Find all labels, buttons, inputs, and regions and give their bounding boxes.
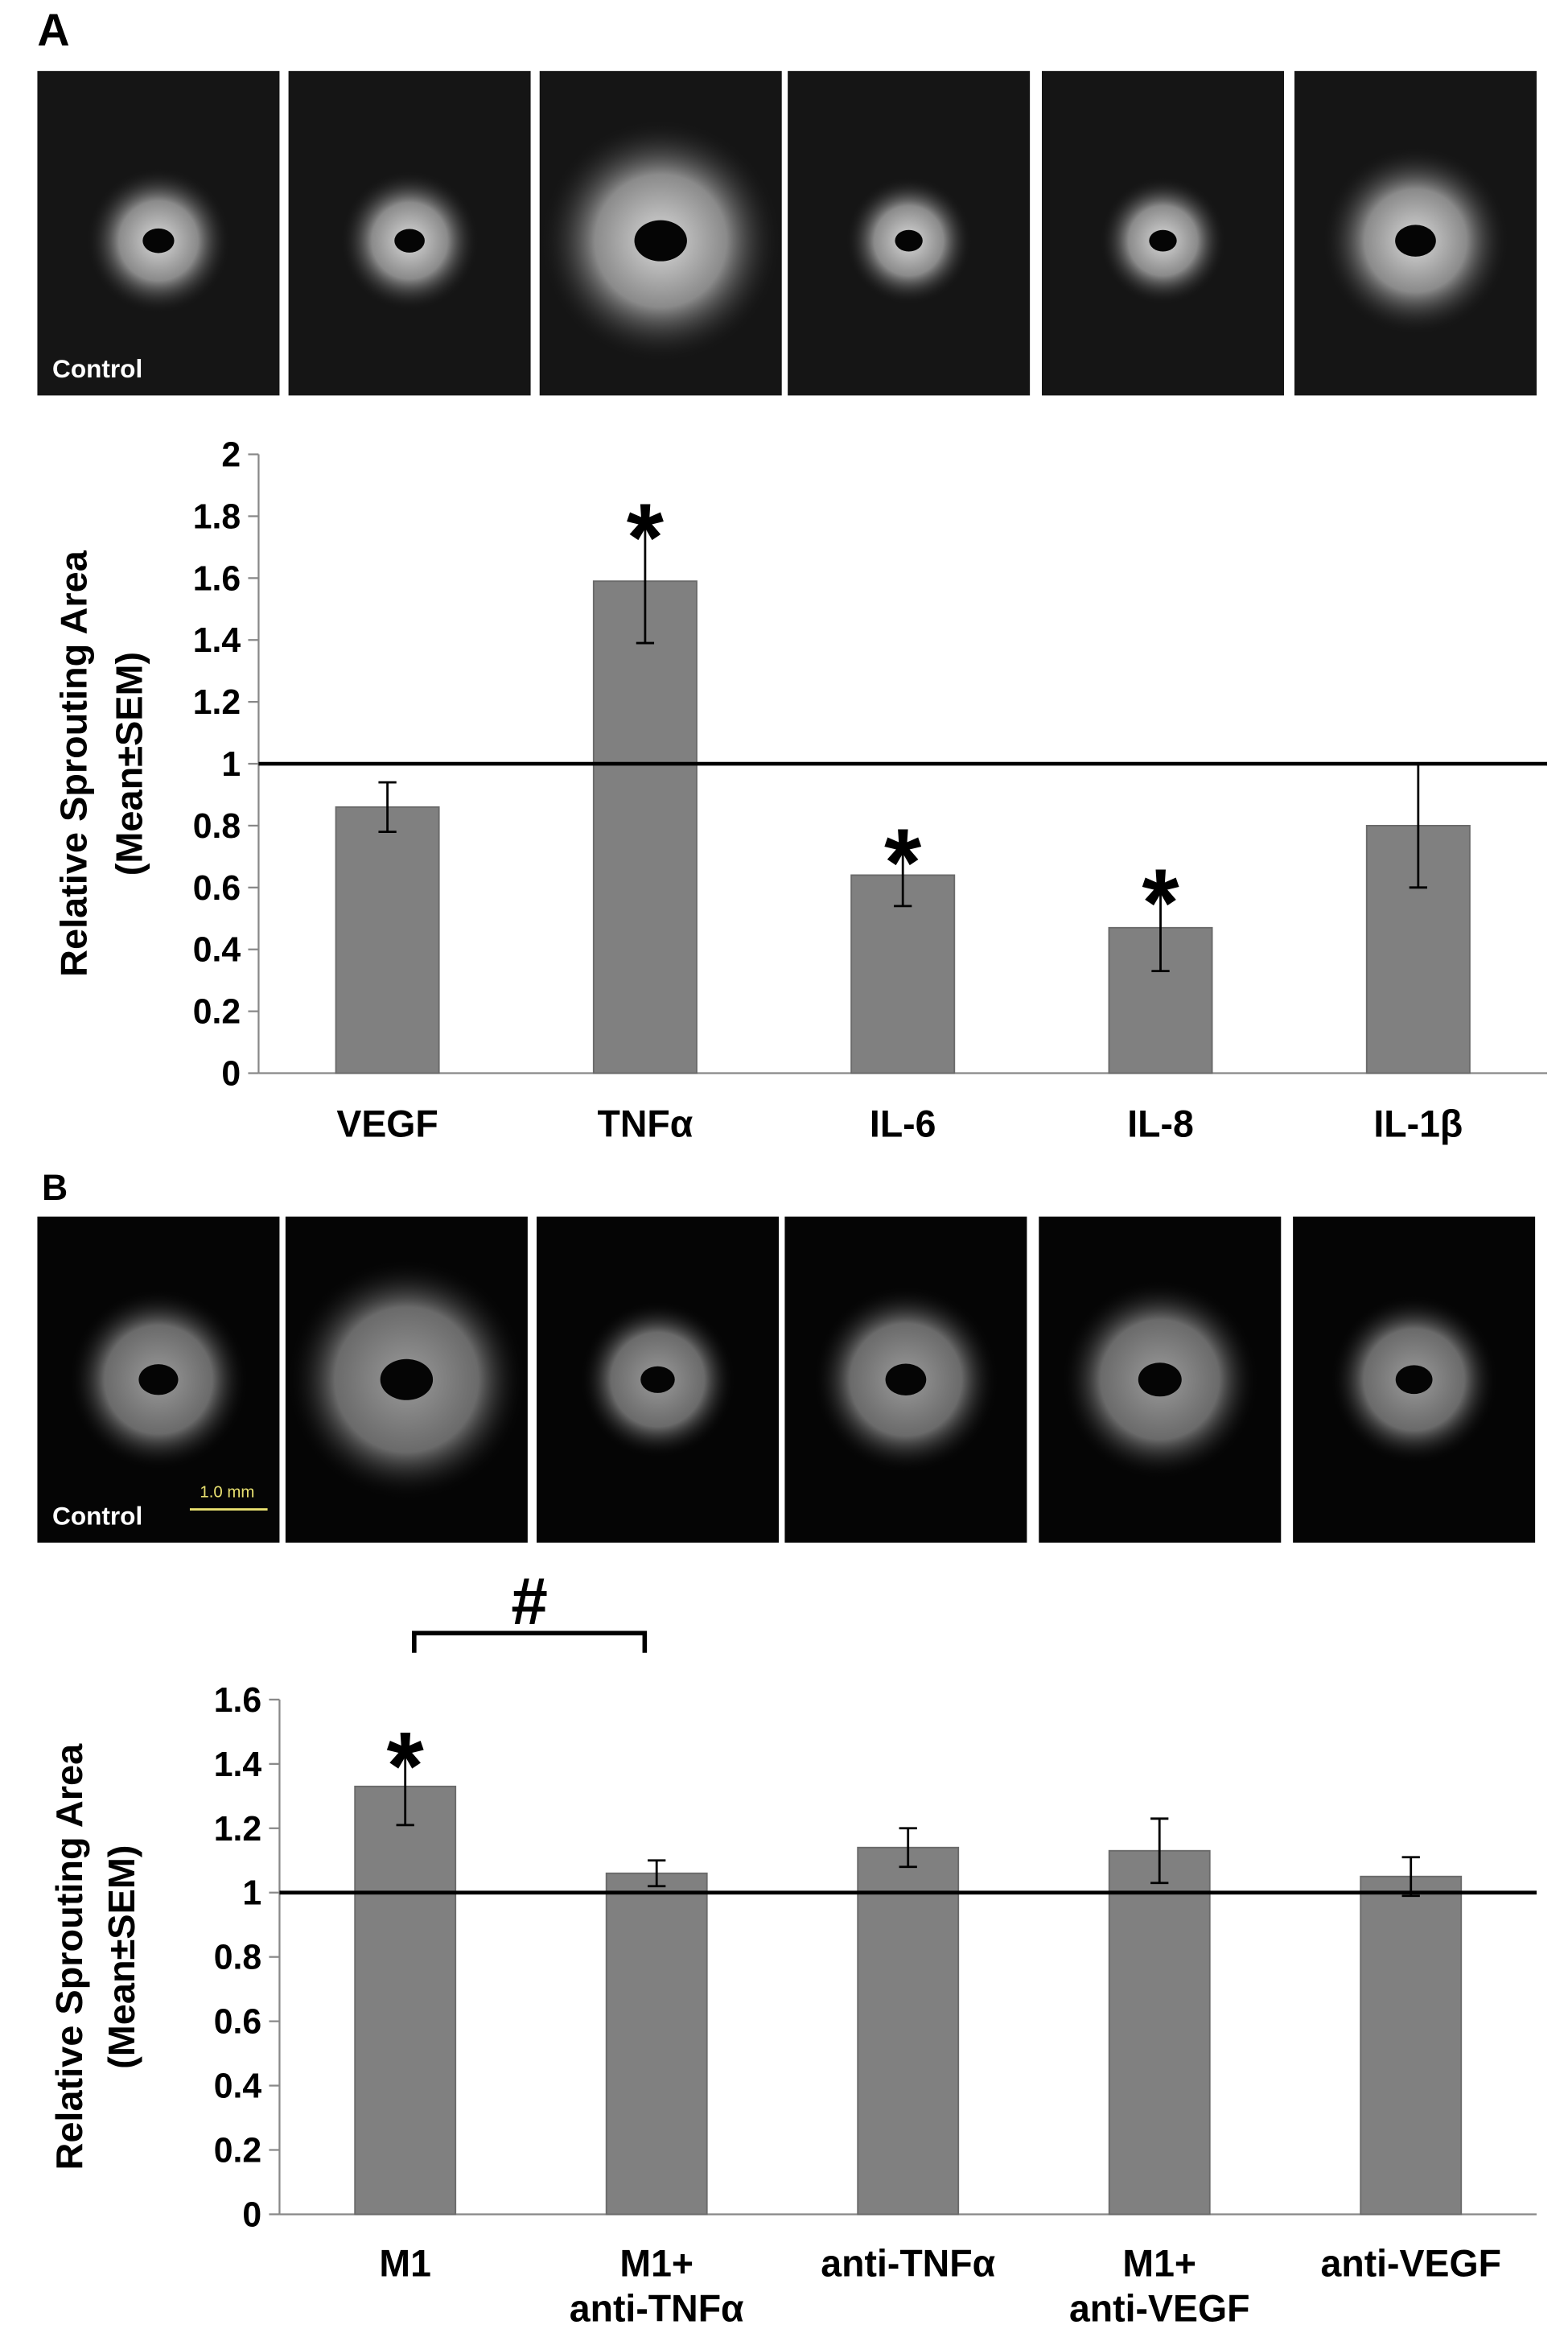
image-label: Control bbox=[52, 1501, 142, 1530]
explant bbox=[142, 228, 175, 254]
x-tick-label: IL-8 bbox=[1127, 1103, 1194, 1144]
x-tick-label: VEGF bbox=[336, 1103, 438, 1144]
x-tick-label: TNFα bbox=[597, 1103, 693, 1144]
significance-marker: * bbox=[387, 1713, 425, 1820]
y-axis-label: Relative Sprouting Area bbox=[48, 1743, 90, 2170]
comparison-bracket bbox=[412, 1630, 648, 1653]
y-tick-label: 1.2 bbox=[193, 683, 241, 722]
explant bbox=[1149, 229, 1177, 252]
y-tick-label: 1.4 bbox=[193, 621, 241, 660]
y-tick-label: 2 bbox=[221, 435, 241, 474]
y-tick-label: 0.4 bbox=[193, 931, 241, 970]
y-tick-label: 1.4 bbox=[214, 1746, 262, 1784]
y-tick-label: 1.2 bbox=[214, 1810, 261, 1849]
y-tick-label: 1.6 bbox=[214, 1681, 261, 1720]
error-bar bbox=[1150, 1817, 1169, 1885]
y-tick-label: 0.6 bbox=[214, 2002, 261, 2041]
error-bar bbox=[648, 1859, 666, 1888]
bar bbox=[335, 806, 440, 1074]
explant bbox=[1395, 1365, 1433, 1395]
x-tick-label-line: M1+ bbox=[1122, 2242, 1196, 2284]
x-tick-label: anti-TNFα bbox=[821, 2242, 995, 2284]
panel-label: B bbox=[42, 1168, 68, 1208]
x-tick-label: M1 bbox=[379, 2242, 431, 2284]
x-tick-label: IL-6 bbox=[870, 1103, 936, 1144]
x-tick-label: M1+ anti-TNFα bbox=[570, 2242, 744, 2329]
panel-label: A bbox=[37, 4, 69, 55]
y-tick-label: 0.8 bbox=[193, 807, 241, 846]
y-tick-label: 1.8 bbox=[193, 497, 241, 536]
explant bbox=[380, 1358, 434, 1400]
y-tick-label: 0.4 bbox=[214, 2067, 262, 2105]
y-tick-label: 1 bbox=[242, 1874, 261, 1913]
error-bar bbox=[1401, 1856, 1420, 1898]
y-tick-label: 0.8 bbox=[214, 1938, 261, 1977]
y-axis-label: (Mean±SEM) bbox=[109, 652, 150, 876]
bar bbox=[1108, 1849, 1211, 2216]
x-tick-label: IL-1β bbox=[1373, 1103, 1463, 1144]
y-tick-label: 0 bbox=[221, 1054, 241, 1093]
bar bbox=[1360, 1875, 1463, 2216]
explant bbox=[640, 1366, 675, 1393]
error-bar bbox=[396, 1746, 414, 1827]
explant bbox=[895, 229, 923, 252]
scale-bar-label: 1.0 mm bbox=[200, 1482, 254, 1501]
explant bbox=[1395, 225, 1436, 257]
significance-marker: * bbox=[1142, 849, 1179, 957]
y-tick-label: 1.6 bbox=[193, 559, 241, 598]
bar bbox=[592, 580, 698, 1074]
x-tick-label-line: anti-VEGF bbox=[1069, 2287, 1249, 2329]
x-tick-label-line: M1+ bbox=[619, 2242, 693, 2284]
comparison-marker: # bbox=[511, 1565, 547, 1639]
error-bar bbox=[1151, 883, 1170, 973]
y-tick-label: 0.2 bbox=[214, 2131, 261, 2170]
bar bbox=[850, 874, 956, 1074]
error-bar bbox=[378, 781, 397, 834]
y-tick-label: 0 bbox=[242, 2195, 261, 2234]
error-bar bbox=[899, 1827, 917, 1869]
significance-marker: * bbox=[884, 809, 922, 917]
y-tick-label: 0.6 bbox=[193, 869, 241, 908]
bar bbox=[354, 1785, 457, 2216]
explant bbox=[885, 1363, 927, 1396]
y-axis-label: (Mean±SEM) bbox=[101, 1845, 142, 2068]
error-bar bbox=[894, 843, 912, 908]
x-tick-label-line: anti-TNFα bbox=[570, 2287, 744, 2329]
significance-marker: * bbox=[627, 484, 665, 592]
explant bbox=[634, 220, 687, 262]
y-tick-label: 0.2 bbox=[193, 992, 241, 1031]
image-label: Control bbox=[52, 354, 142, 383]
x-tick-label: anti-VEGF bbox=[1321, 2242, 1501, 2284]
explant bbox=[138, 1364, 179, 1395]
explant bbox=[1138, 1362, 1182, 1397]
bar bbox=[857, 1846, 960, 2216]
x-tick-label: M1+ anti-VEGF bbox=[1069, 2242, 1249, 2329]
y-tick-label: 1 bbox=[221, 745, 241, 784]
y-axis-label: Relative Sprouting Area bbox=[53, 550, 95, 977]
bar bbox=[605, 1872, 708, 2216]
explant bbox=[394, 229, 425, 253]
error-bar bbox=[636, 517, 655, 645]
